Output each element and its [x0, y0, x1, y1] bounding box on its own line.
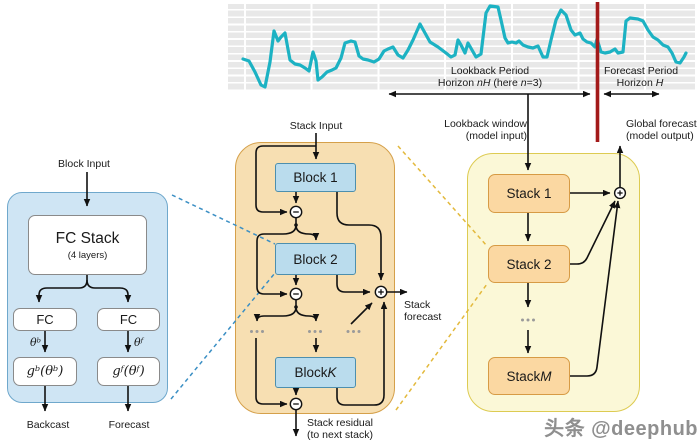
fc-stack-title: FC Stack [55, 229, 120, 247]
horizon-eq3: =3) [526, 77, 543, 89]
block-K-var: K [327, 365, 337, 380]
block-K-node: Block K [275, 357, 356, 388]
zoom-connector-blue-bottom [170, 272, 276, 400]
junction-dots [294, 223, 298, 309]
g-forecast-node: gᶠ(θᶠ) [97, 357, 160, 386]
stack-M-var: M [540, 368, 552, 384]
stack-2-node: Stack 2 [488, 245, 570, 283]
block-K-prefix: Block [294, 365, 328, 380]
horizon-text: Horizon [437, 77, 477, 89]
zoom-connector-yellow-top [397, 145, 488, 247]
ellipsis-dots [250, 318, 535, 333]
model-wiring [524, 94, 624, 377]
minus-icon [289, 205, 303, 219]
block-input-label: Block Input [58, 158, 110, 170]
stack-input-label: Stack Input [289, 120, 343, 132]
stack-residual-label: Stack residual (to next stack) [307, 417, 373, 441]
model-output-label: Global forecast (model output) [626, 118, 697, 142]
time-series-line [241, 4, 688, 89]
backcast-label: Backcast [26, 419, 70, 431]
zoom-connector-blue-top [171, 194, 276, 245]
plus-icon [613, 186, 627, 200]
stack-1-node: Stack 1 [488, 174, 570, 213]
zoom-connector-yellow-bottom [395, 283, 488, 411]
minus-icon [289, 287, 303, 301]
horizon-nH: nH [477, 77, 491, 89]
fc-stack-node: FC Stack (4 layers) [28, 215, 147, 275]
block-1-node: Block 1 [275, 163, 356, 192]
fc-backcast-node: FC [13, 308, 77, 331]
fc-forecast-node: FC [97, 308, 160, 331]
minus-operators [289, 205, 303, 411]
block-2-node: Block 2 [275, 243, 356, 275]
stack-M-node: Stack M [488, 357, 570, 395]
block-detail-wiring [35, 172, 132, 412]
stack-M-prefix: Stack [506, 368, 541, 384]
forecast-horizon-label: Horizon H [600, 77, 680, 90]
horizon-n: n [520, 77, 527, 89]
fc-stack-subtitle: (4 layers) [67, 249, 108, 261]
g-backcast-node: gᵇ(θᵇ) [13, 357, 77, 386]
watermark: 头条 @deephub [544, 418, 698, 440]
theta-f-label: θᶠ [134, 336, 144, 349]
horizon-here: (here [490, 77, 521, 89]
forecast-period-title: Forecast Period [603, 65, 679, 77]
plus-icon [374, 285, 388, 299]
model-input-label: Lookback window (model input) [444, 118, 527, 142]
plus-operators [374, 186, 627, 299]
horizon-text: Horizon [616, 77, 656, 89]
stack-forecast-label: Stack forecast [404, 299, 442, 323]
theta-b-label: θᵇ [29, 336, 41, 349]
minus-icon [289, 397, 303, 411]
forecast-label: Forecast [108, 419, 150, 431]
stack-detail-wiring [253, 133, 408, 437]
lookback-period-title: Lookback Period [450, 65, 530, 77]
horizon-H: H [655, 77, 664, 89]
lookback-horizon-label: Horizon nH (here n=3) [395, 77, 585, 90]
